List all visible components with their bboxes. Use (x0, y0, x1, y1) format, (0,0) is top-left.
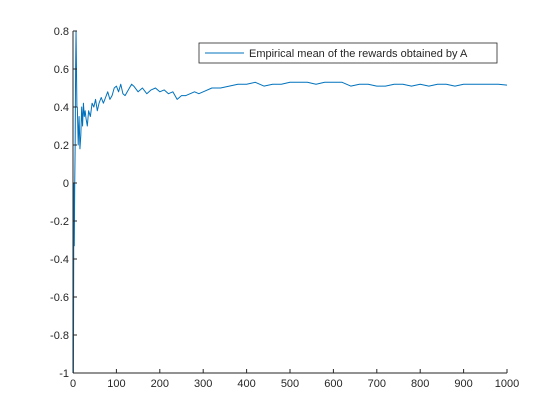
series-layer (72, 30, 508, 374)
y-tick-label: -0.2 (50, 216, 69, 228)
axis-lines (72, 31, 507, 374)
x-tick-label: 700 (368, 378, 386, 390)
series-line-0 (72, 30, 508, 374)
y-tick-label: 0.8 (54, 26, 69, 38)
y-tick-label: 0.4 (54, 102, 69, 114)
x-tick-label: 300 (194, 378, 212, 390)
y-tick-label: 0.2 (54, 140, 69, 152)
y-tick-label: 0 (63, 178, 69, 190)
y-tick-label: -0.4 (50, 254, 69, 266)
x-tick-label: 800 (411, 378, 429, 390)
y-tick-label: -0.8 (50, 330, 69, 342)
legend: Empirical mean of the rewards obtained b… (198, 42, 498, 64)
x-tick-label: 100 (107, 378, 125, 390)
legend-label: Empirical mean of the rewards obtained b… (249, 48, 468, 60)
x-tick-label: 1000 (495, 378, 519, 390)
axes-background (73, 31, 507, 373)
y-tick-label: 0.6 (54, 64, 69, 76)
legend-box (198, 42, 498, 64)
y-tick-label: -1 (59, 368, 69, 380)
x-tick-label: 0 (70, 378, 76, 390)
x-tick-label: 600 (324, 378, 342, 390)
x-tick-label: 500 (281, 378, 299, 390)
x-tick-label: 200 (151, 378, 169, 390)
x-tick-label: 900 (454, 378, 472, 390)
tick-layer: 0 100 200 300 400 500 600 700 800 900 1000 -1 -0.8 -0… (50, 26, 519, 390)
y-tick-label: -0.6 (50, 292, 69, 304)
x-tick-label: 400 (237, 378, 255, 390)
